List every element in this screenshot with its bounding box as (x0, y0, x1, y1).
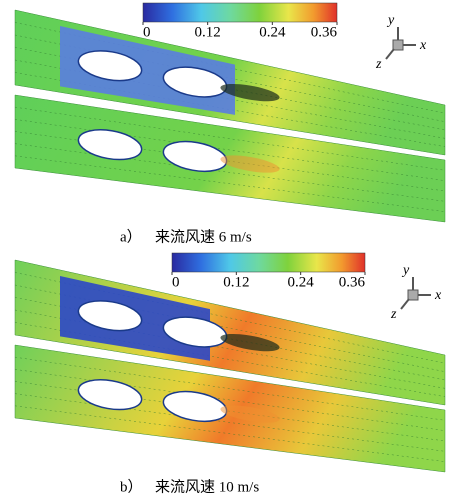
axis-label-z: z (390, 307, 397, 322)
colorbar-tick-label: 0.12 (223, 274, 249, 290)
colorbar-tick-label: 0.36 (339, 274, 366, 290)
caption-label: b） (120, 478, 143, 495)
axis-label-y: y (401, 263, 410, 278)
axis-cube (393, 40, 403, 50)
axis-z (386, 49, 394, 59)
axis-z (401, 299, 409, 309)
colorbar (172, 253, 365, 272)
colorbar-tick-label: 0.12 (195, 24, 221, 40)
flow-panel (15, 10, 445, 222)
colorbar (143, 3, 337, 22)
colorbar-tick-label: 0.24 (288, 274, 315, 290)
colorbar-tick-label: 0.36 (311, 24, 338, 40)
colorbar-tick-label: 0.24 (259, 24, 286, 40)
caption-text: 来流风速 10 m/s (155, 478, 259, 495)
caption-label: a） (120, 228, 142, 245)
caption-text: 来流风速 6 m/s (155, 228, 252, 245)
colorbar-tick-label: 0 (143, 24, 151, 40)
axis-label-z: z (375, 57, 382, 72)
axis-label-y: y (386, 13, 395, 28)
figure: 0 0.12 0.24 0.36 y x z a） 来流风速 6 m/s 0 0.12 0.24 0.3… (0, 0, 449, 497)
flow-panel (15, 260, 445, 472)
axis-cube (408, 290, 418, 300)
axis-label-x: x (434, 288, 442, 303)
axis-label-x: x (419, 38, 427, 53)
colorbar-tick-label: 0 (172, 274, 180, 290)
